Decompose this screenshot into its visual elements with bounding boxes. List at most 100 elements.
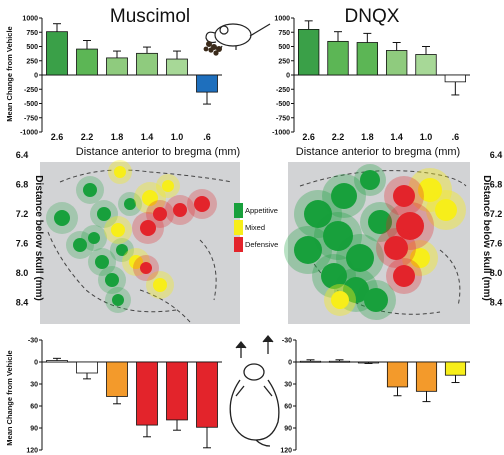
bar — [385, 50, 408, 76]
category-label: 2.2 — [332, 132, 345, 142]
bar — [356, 42, 379, 76]
right-map-y-label: Distance below skull (mm) — [481, 175, 492, 301]
y-tick-label: -1000 — [20, 130, 38, 137]
bar — [136, 52, 158, 76]
y-tick-label: 500 — [278, 44, 290, 51]
y-tick-label: 1000 — [22, 16, 38, 23]
map-y-tick-label: 6.8 — [490, 179, 503, 189]
dnqx-site-map — [284, 162, 470, 324]
y-tick-label: -250 — [24, 87, 38, 94]
bar — [444, 361, 467, 376]
y-tick-label: -500 — [24, 101, 38, 108]
category-label: .6 — [203, 132, 211, 142]
y-tick-label: 60 — [284, 404, 292, 411]
category-label: 2.6 — [51, 132, 64, 142]
bar — [328, 360, 351, 363]
bar — [415, 54, 437, 76]
map-y-tick-label: 8.4 — [16, 297, 29, 307]
category-label: 1.0 — [420, 132, 433, 142]
y-tick-label: -500 — [276, 101, 290, 108]
y-tick-label: 250 — [278, 58, 290, 65]
y-tick-label: 0 — [34, 360, 38, 367]
y-tick-label: 120 — [26, 448, 38, 455]
left-map-y-ticks: 6.4 6.8 7.2 7.6 8.0 8.4 — [16, 150, 29, 307]
legend-swatch-defensive — [234, 237, 243, 252]
map-y-tick-label: 8.4 — [490, 297, 503, 307]
dnqx-feeding-x-label: Distance anterior to bregma (mm) — [296, 146, 460, 158]
category-label: 1.0 — [171, 132, 184, 142]
category-label: 1.4 — [141, 132, 154, 142]
bar — [386, 361, 409, 388]
category-label: 1.8 — [111, 132, 124, 142]
y-tick-label: -750 — [276, 115, 290, 122]
category-label: 1.8 — [361, 132, 374, 142]
bar — [327, 40, 349, 76]
y-tick-label: 250 — [26, 58, 38, 65]
bar — [166, 58, 188, 76]
y-tick-label: 90 — [30, 426, 38, 433]
bar — [299, 360, 322, 363]
legend-label-mixed: Mixed — [245, 223, 265, 232]
dnqx-feeding-chart: 1000 750 500 250 0 -250 -500 -750 -1000 2.6 2.2 1.8… — [272, 16, 470, 142]
bar — [297, 28, 320, 76]
muscimol-fear-y-label: Mean Change from Vehicle — [5, 350, 14, 445]
category-label: .6 — [452, 132, 460, 142]
y-tick-label: 750 — [26, 30, 38, 37]
category-label: 2.2 — [81, 132, 94, 142]
bar — [106, 361, 128, 397]
muscimol-site-marks — [46, 160, 217, 313]
y-tick-label: 0 — [34, 73, 38, 80]
legend-label-defensive: Defensive — [245, 240, 278, 249]
muscimol-feeding-chart: 1000 750 500 250 0 -250 -500 -750 -1000 2.6 2.2 1.8… — [20, 16, 222, 142]
legend-swatch-mixed — [234, 220, 243, 235]
y-tick-label: 500 — [26, 44, 38, 51]
right-map-y-ticks: 6.4 6.8 7.2 7.6 8.0 8.4 — [490, 150, 503, 307]
rat-eating-icon — [203, 23, 271, 56]
map-y-tick-label: 7.6 — [490, 238, 503, 248]
y-tick-label: 120 — [280, 448, 292, 455]
bar — [415, 361, 438, 392]
y-tick-label: 0 — [288, 360, 292, 367]
y-tick-label: -30 — [28, 338, 38, 345]
bar — [106, 57, 128, 76]
muscimol-site-map — [40, 160, 240, 324]
map-y-tick-label: 6.4 — [16, 150, 29, 160]
map-y-tick-label: 7.2 — [490, 209, 503, 219]
map-y-tick-label: 7.2 — [16, 209, 29, 219]
legend: Appetitive Mixed Defensive — [234, 203, 278, 252]
bar — [136, 361, 158, 426]
category-label: 1.4 — [390, 132, 403, 142]
muscimol-feeding-x-label: Distance anterior to bregma (mm) — [76, 146, 240, 158]
bar — [196, 74, 218, 93]
bar — [46, 360, 68, 363]
map-y-tick-label: 8.0 — [16, 268, 29, 278]
y-tick-label: 30 — [30, 382, 38, 389]
muscimol-title: Muscimol — [110, 6, 190, 27]
y-tick-label: 90 — [284, 426, 292, 433]
map-y-tick-label: 8.0 — [490, 268, 503, 278]
y-tick-label: 1000 — [274, 16, 290, 23]
left-map-y-label: Distance below skull (mm) — [33, 175, 44, 301]
bar — [444, 74, 467, 83]
dnqx-fear-chart: -30 0 30 60 90 120 — [280, 338, 470, 455]
y-tick-label: -30 — [282, 338, 292, 345]
dnqx-title: DNQX — [345, 6, 400, 27]
y-tick-label: 60 — [30, 404, 38, 411]
y-tick-label: 30 — [284, 382, 292, 389]
muscimol-feeding-y-label: Mean Change from Vehicle — [5, 26, 14, 121]
legend-swatch-appetitive — [234, 203, 243, 218]
category-label: 2.6 — [302, 132, 315, 142]
y-tick-label: -750 — [24, 115, 38, 122]
y-tick-label: 750 — [278, 30, 290, 37]
bar — [46, 31, 68, 76]
bar — [166, 361, 188, 421]
bar — [76, 361, 98, 374]
rat-defensive-icon — [229, 334, 280, 447]
bar — [196, 361, 218, 428]
map-y-tick-label: 6.4 — [490, 150, 503, 160]
muscimol-fear-chart: -30 0 30 60 90 120 — [26, 338, 222, 455]
y-tick-label: -1000 — [272, 130, 290, 137]
dnqx-site-marks — [284, 164, 466, 320]
y-tick-label: -250 — [276, 87, 290, 94]
